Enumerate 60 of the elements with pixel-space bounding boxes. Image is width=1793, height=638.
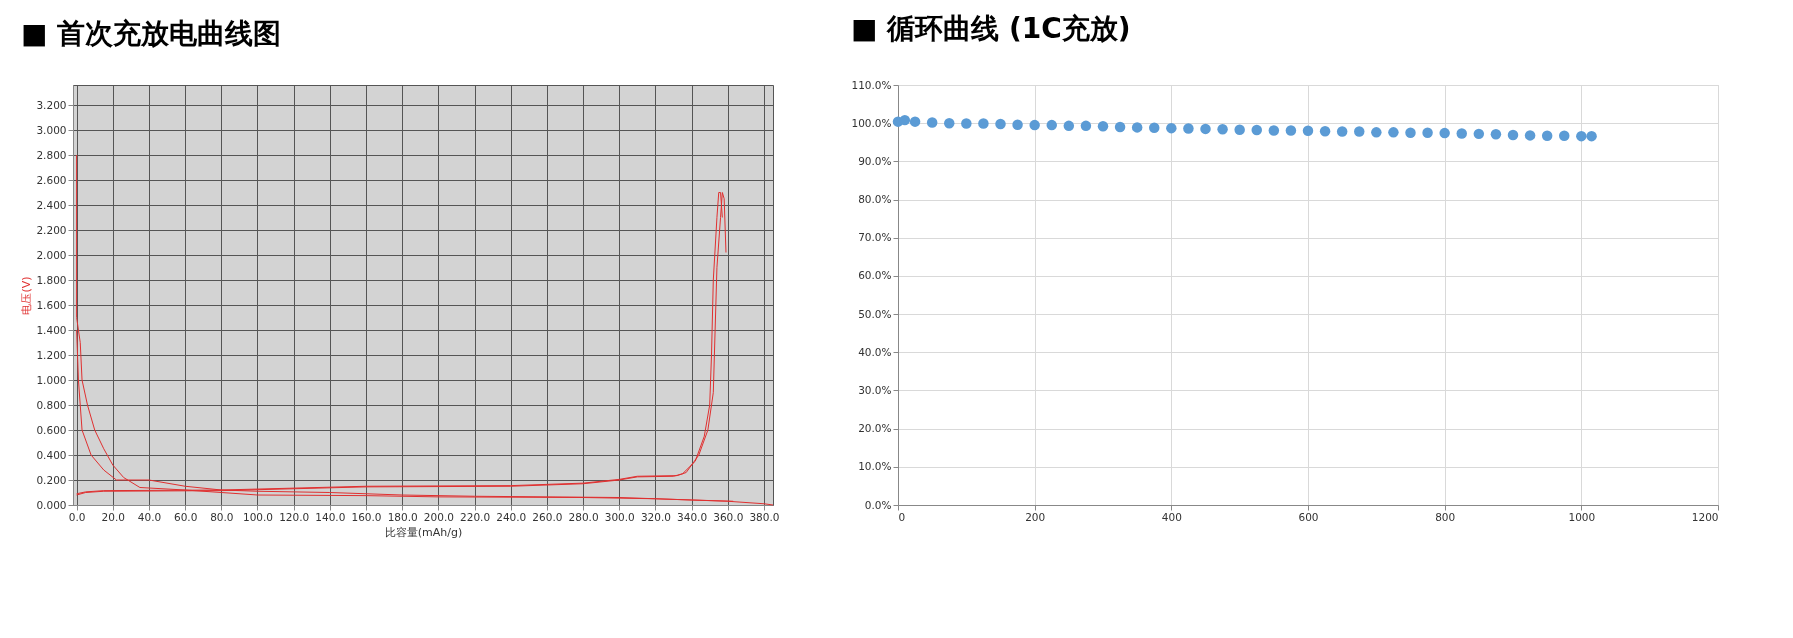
y-tick-label: 0.600 (36, 423, 67, 436)
y-tick-label: 100.0% (851, 116, 892, 129)
y-tick-label: 110.0% (851, 78, 892, 91)
y-tick-label: 90.0% (858, 154, 892, 167)
x-tick-label: 120.0 (279, 510, 310, 523)
y-tick-label: 1.600 (36, 298, 67, 311)
x-tick-label: 340.0 (677, 510, 708, 523)
y-tick-label: 0.0% (864, 498, 892, 511)
y-tick-label: 1.200 (36, 348, 67, 361)
y-tick-label: 3.000 (36, 123, 67, 136)
x-tick-label: 320.0 (640, 510, 671, 523)
x-tick-label: 200 (1025, 510, 1046, 523)
x-tick-label: 0.0 (68, 510, 86, 523)
x-tick-label: 1200 (1691, 510, 1719, 523)
y-tick-label: 2.800 (36, 148, 67, 161)
x-tick-label: 180.0 (387, 510, 418, 523)
y-tick-label: 50.0% (858, 307, 892, 320)
y-tick-label: 1.800 (36, 273, 67, 286)
y-tick-label: 80.0% (858, 193, 892, 206)
x-tick-label: 300.0 (604, 510, 635, 523)
x-tick-label: 280.0 (568, 510, 599, 523)
x-tick-label: 80.0 (210, 510, 234, 523)
y-tick-label: 70.0% (858, 231, 892, 244)
y-tick-label: 0.400 (36, 448, 67, 461)
x-tick-label: 140.0 (315, 510, 346, 523)
x-axis-title: 比容量(mAh/g) (384, 526, 463, 539)
y-tick-label: 0.000 (36, 498, 67, 511)
x-tick-label: 800 (1435, 510, 1456, 523)
x-tick-label: 400 (1161, 510, 1182, 523)
y-axis-title: 电压(V) (20, 276, 34, 315)
y-tick-label: 1.400 (36, 323, 67, 336)
y-tick-label: 2.200 (36, 223, 67, 236)
y-tick-label: 30.0% (858, 383, 892, 396)
x-tick-label: 40.0 (137, 510, 162, 523)
x-tick-label: 600 (1298, 510, 1319, 523)
y-tick-label: 2.400 (36, 198, 67, 211)
y-tick-label: 0.800 (36, 398, 67, 411)
y-tick-label: 2.000 (36, 248, 67, 261)
x-tick-label: 100.0 (242, 510, 274, 523)
x-tick-label: 200.0 (423, 510, 454, 523)
y-tick-label: 3.200 (36, 98, 67, 111)
x-tick-label: 160.0 (351, 510, 382, 523)
x-tick-label: 240.0 (496, 510, 527, 523)
chart-title: ■ 循环曲线 (1C充放) (850, 12, 1131, 45)
x-tick-label: 360.0 (713, 510, 744, 523)
x-tick-label: 260.0 (532, 510, 563, 523)
x-tick-label: 60.0 (173, 510, 198, 523)
y-tick-label: 40.0% (858, 345, 892, 358)
y-tick-label: 20.0% (858, 422, 892, 435)
x-tick-label: 380.0 (749, 510, 780, 523)
y-tick-label: 10.0% (858, 460, 892, 473)
x-tick-label: 0 (898, 510, 906, 523)
x-tick-label: 220.0 (460, 510, 491, 523)
y-tick-label: 1.000 (36, 373, 67, 386)
y-tick-label: 60.0% (858, 269, 892, 282)
y-tick-label: 2.600 (36, 173, 67, 186)
y-tick-label: 0.200 (36, 473, 67, 486)
x-tick-label: 1000 (1568, 510, 1596, 523)
chart-title: ■ 首次充放电曲线图 (20, 17, 282, 50)
x-tick-label: 20.0 (101, 510, 125, 523)
